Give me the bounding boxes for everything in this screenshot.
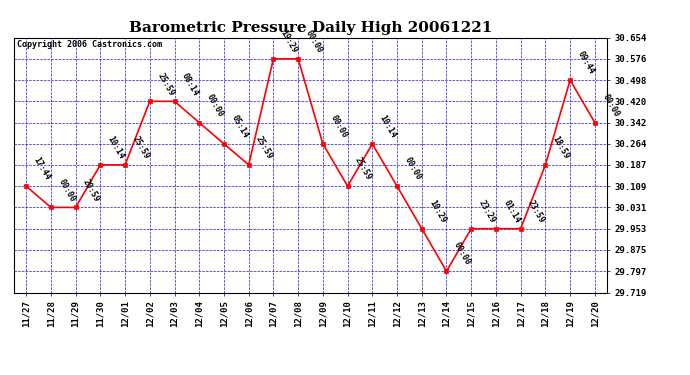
- Text: 00:00: 00:00: [402, 156, 423, 182]
- Text: 05:14: 05:14: [230, 114, 250, 140]
- Text: 17:44: 17:44: [32, 156, 52, 182]
- Text: 10:29: 10:29: [427, 198, 448, 225]
- Text: 09:44: 09:44: [575, 50, 596, 76]
- Text: 00:00: 00:00: [328, 114, 348, 140]
- Text: 25:59: 25:59: [130, 135, 151, 161]
- Text: 01:14: 01:14: [502, 198, 522, 225]
- Text: 00:00: 00:00: [205, 92, 225, 118]
- Text: 18:59: 18:59: [551, 135, 571, 161]
- Text: 00:00: 00:00: [452, 241, 473, 267]
- Text: 25:59: 25:59: [155, 71, 176, 97]
- Title: Barometric Pressure Daily High 20061221: Barometric Pressure Daily High 20061221: [129, 21, 492, 35]
- Text: 08:14: 08:14: [180, 71, 200, 97]
- Text: 10:14: 10:14: [106, 135, 126, 161]
- Text: 25:59: 25:59: [353, 156, 373, 182]
- Text: 00:00: 00:00: [600, 92, 621, 118]
- Text: 20:59: 20:59: [81, 177, 101, 203]
- Text: 23:59: 23:59: [526, 198, 546, 225]
- Text: 10:14: 10:14: [378, 114, 398, 140]
- Text: 00:00: 00:00: [57, 177, 77, 203]
- Text: 23:29: 23:29: [477, 198, 497, 225]
- Text: 25:59: 25:59: [254, 135, 275, 161]
- Text: 00:00: 00:00: [304, 28, 324, 55]
- Text: 19:29: 19:29: [279, 28, 299, 55]
- Text: Copyright 2006 Castronics.com: Copyright 2006 Castronics.com: [17, 40, 161, 49]
